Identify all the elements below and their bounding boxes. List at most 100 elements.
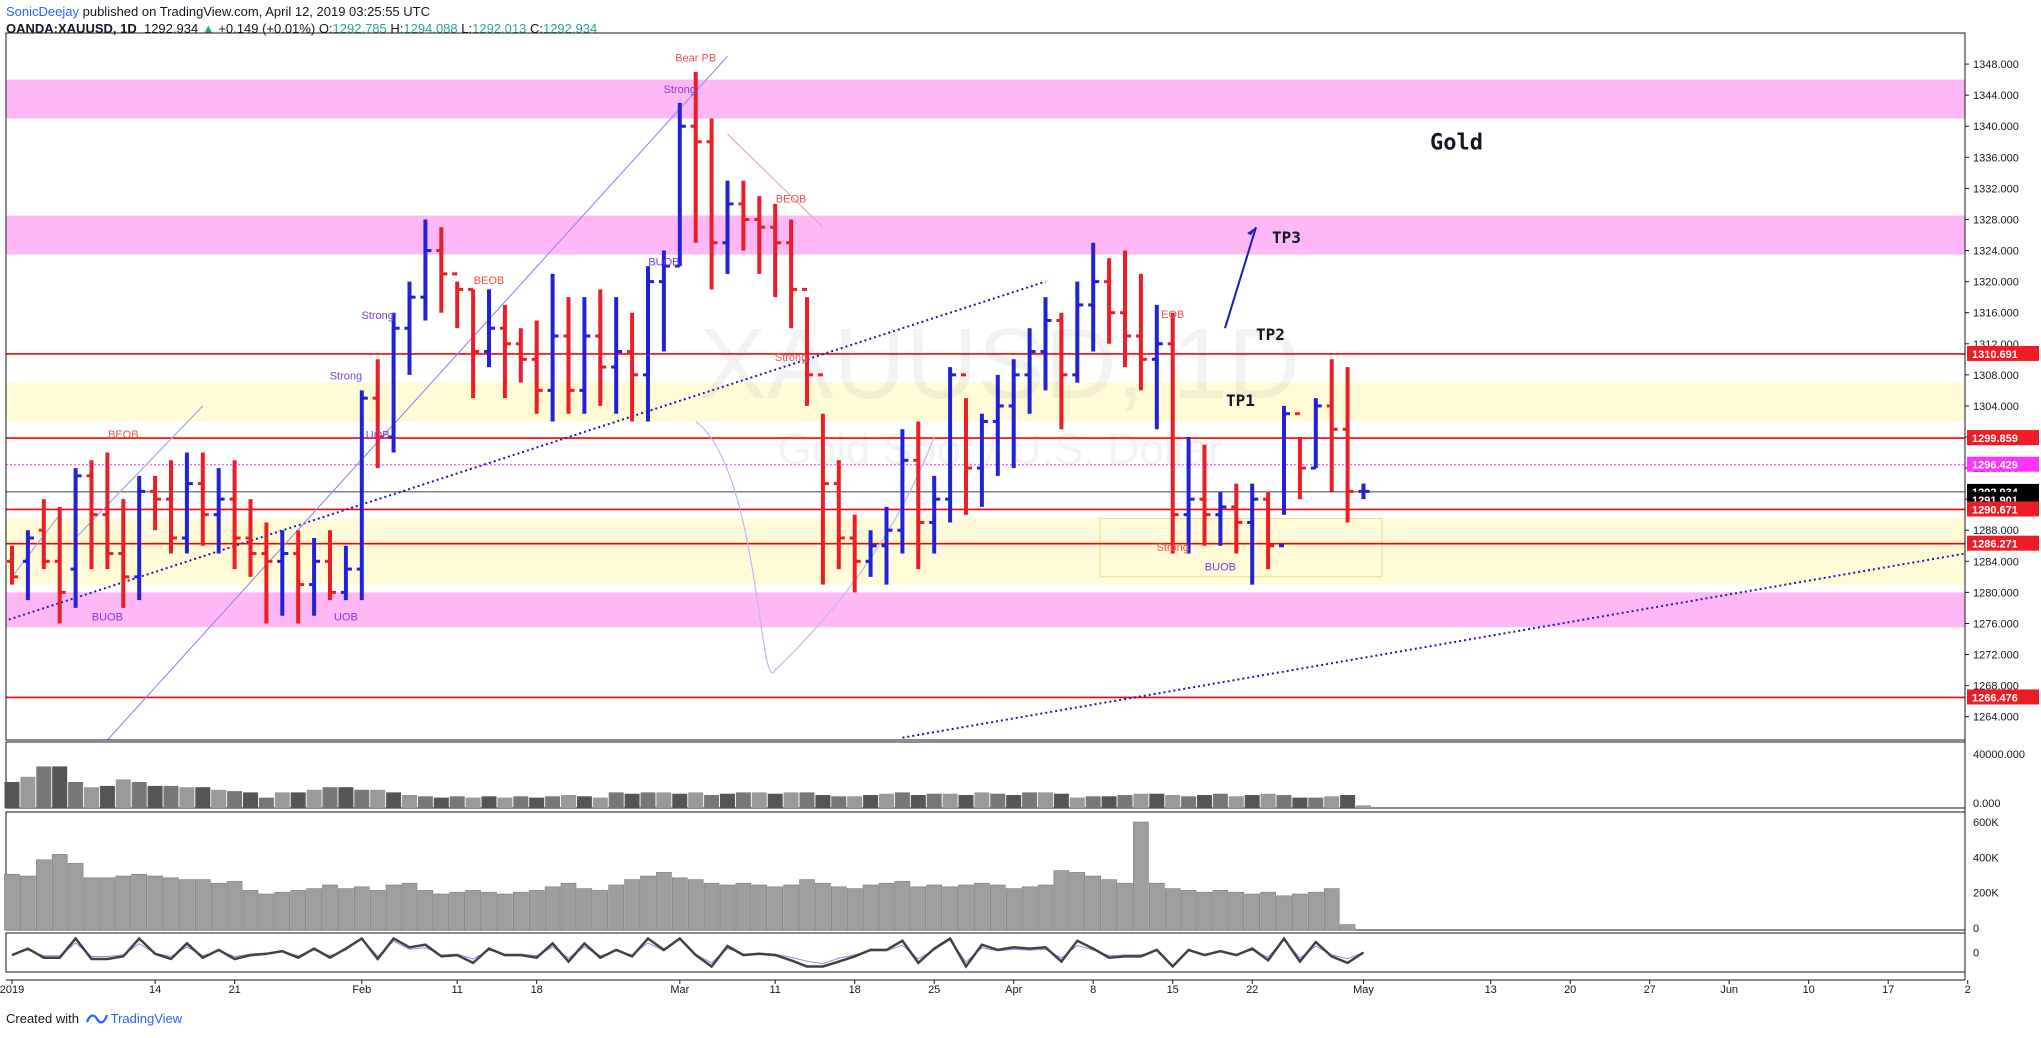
ohlc-bar: [293, 530, 305, 624]
time-tick-label: 18: [849, 984, 861, 996]
vol2-bar: [147, 875, 163, 931]
vol2-bar: [1101, 879, 1117, 931]
watermark-desc: Gold Spot / U.S. Dollar: [777, 425, 1222, 474]
signal-label: Strong: [330, 371, 362, 383]
ohlc-bar: [547, 273, 559, 422]
vol2-pane: [4, 821, 1356, 931]
vol2-bar: [1244, 893, 1260, 931]
volume-bar: [529, 797, 545, 808]
signal-label: Strong: [664, 84, 696, 96]
signal-label: BUOB: [92, 611, 123, 623]
ohlc-bar: [929, 475, 941, 554]
volume-tick-label: 0.000: [1973, 798, 2001, 810]
time-tick-label: Apr: [1005, 984, 1022, 996]
volume-bar: [36, 766, 52, 808]
vol2-bar: [751, 884, 768, 931]
vol2-bar: [449, 891, 466, 931]
price-label-bg: [1967, 535, 2039, 551]
time-tick-label: 2019: [0, 984, 24, 996]
ohlc-bar: [277, 530, 289, 616]
volume-bar: [1244, 795, 1260, 808]
volume-bar: [624, 793, 640, 808]
volume-bar: [258, 797, 274, 808]
ohlc-bar: [770, 203, 782, 298]
zone-pink: [6, 215, 1965, 255]
volume-bar: [163, 785, 179, 808]
symbol-label[interactable]: OANDA:XAUUSD, 1D: [6, 21, 137, 36]
vol2-bar: [1149, 882, 1165, 931]
vol2-bar: [1085, 875, 1101, 931]
vol2-bar: [131, 873, 147, 931]
vol2-bar: [656, 872, 672, 931]
vol2-bar: [989, 884, 1006, 931]
volume-bar: [1228, 796, 1244, 808]
volume-bar: [179, 787, 195, 808]
ohlc-bar: [356, 390, 368, 601]
vol2-bar: [465, 890, 481, 931]
price-label: 1266.476: [1967, 689, 2039, 705]
ohlc-bar: [118, 499, 130, 608]
signal-label: UOB: [334, 611, 358, 623]
signal-label: BEOB: [776, 193, 807, 205]
time-tick-label: Feb: [352, 984, 371, 996]
volume-bar: [1276, 795, 1292, 808]
volume-bar: [672, 793, 688, 808]
ohlc-bar: [420, 219, 432, 321]
ohlc-bar: [150, 475, 162, 531]
volume-bar: [1133, 793, 1149, 808]
ohlc-bar: [1215, 491, 1227, 546]
vol2-bar: [353, 886, 370, 931]
time-tick-label: 18: [531, 984, 543, 996]
vol2-bar: [115, 875, 132, 931]
ohlc-bar: [388, 312, 400, 453]
up-arrow-icon: ▲: [201, 21, 215, 36]
zone-outline: [1099, 518, 1383, 578]
tradingview-link[interactable]: TradingView: [110, 1011, 183, 1026]
watermark-symbol: XAUUSD, 1D: [700, 308, 1300, 420]
volume-bar: [815, 795, 831, 808]
vol2-bar: [942, 886, 958, 931]
price-tick-label: 1276.000: [1973, 618, 2019, 630]
ohlc-bar: [515, 328, 527, 383]
volume-bar: [863, 795, 879, 808]
price-label-text: 1296.429: [1972, 460, 2018, 472]
price-tick-label: 1272.000: [1973, 650, 2019, 662]
tp-arrow-head: [1247, 227, 1256, 236]
zone-pink: [6, 592, 1965, 628]
ohlc-bar: [674, 102, 686, 268]
vol2-bar: [306, 888, 322, 931]
ohlc-bar: [102, 452, 114, 570]
price-label: 1296.429: [1967, 456, 2039, 472]
volume-bar: [561, 795, 576, 808]
price-label-text: 1310.691: [1972, 349, 2018, 361]
projection-curve: [695, 420, 935, 674]
price-label: 1286.271: [1967, 535, 2039, 551]
vol2-bar: [1164, 888, 1181, 931]
vol2-bar: [51, 854, 68, 931]
vol2-bar: [528, 890, 545, 931]
ohlc-bar: [1088, 242, 1100, 352]
author-link[interactable]: SonicDeejay: [6, 4, 79, 19]
volume-bar: [370, 789, 386, 808]
vol2-bar: [163, 877, 179, 931]
zone-yellow: [6, 518, 1965, 585]
vol2-bar: [290, 890, 307, 931]
volume-bar: [1038, 792, 1053, 808]
vol2-bar: [687, 879, 704, 931]
price-tick-label: 1332.000: [1973, 183, 2019, 195]
ohlc-bar: [1247, 483, 1259, 585]
ohlc-bar: [881, 506, 893, 585]
vol2-bar: [242, 890, 259, 931]
vol2-bar: [179, 879, 195, 931]
ohlc-bar: [1310, 398, 1322, 470]
bear-projection: [727, 133, 824, 228]
ohlc-bar: [1342, 367, 1354, 523]
vol2-bar: [1037, 884, 1054, 931]
signal-label: Strong: [361, 310, 393, 322]
vol2-bar: [1228, 891, 1245, 931]
vol2-bar: [1323, 888, 1340, 931]
ohlc-bar: [70, 468, 82, 608]
vol2-bar: [4, 873, 20, 931]
price-label: 1310.691: [1967, 345, 2039, 361]
